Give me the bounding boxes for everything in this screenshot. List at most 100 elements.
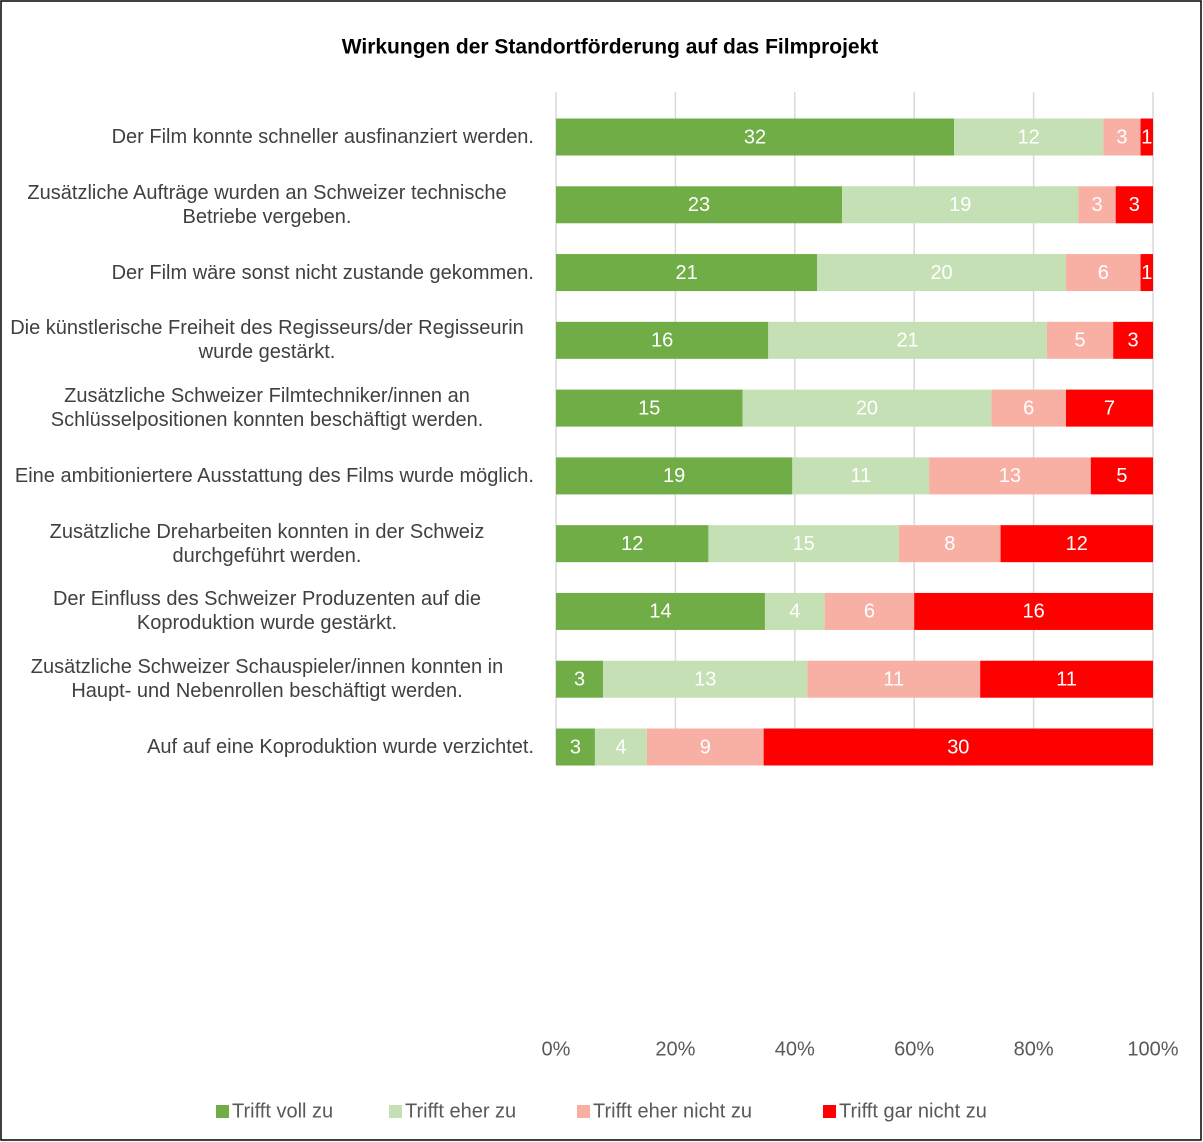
x-tick-label: 20% (655, 1038, 695, 1060)
bar-segment (603, 660, 808, 698)
x-tick-label: 100% (1127, 1038, 1178, 1060)
category-text: Eine ambitioniertere Ausstattung des Fil… (14, 464, 534, 487)
category-text: Zusätzliche Dreharbeiten konnten in der … (49, 520, 485, 567)
legend-swatch (577, 1105, 590, 1118)
data-label: 3 (1091, 194, 1102, 216)
data-label: 12 (1066, 533, 1088, 555)
data-label: 3 (1129, 194, 1140, 216)
data-label: 14 (649, 601, 671, 623)
y-tick-label: Zusätzliche Schweizer Schauspieler/innen… (0, 639, 534, 719)
bar-segment (1046, 321, 1114, 359)
bar-segment (594, 728, 647, 766)
bar-segment (792, 457, 930, 495)
data-label: 3 (1116, 126, 1127, 148)
data-label: 3 (1128, 330, 1139, 352)
data-label: 12 (621, 533, 643, 555)
category-text: Der Film wäre sonst nicht zustande gekom… (111, 261, 534, 284)
data-label: 11 (883, 669, 904, 691)
legend-swatch (823, 1105, 836, 1118)
legend-swatch (389, 1105, 402, 1118)
bar-segment (1113, 321, 1153, 359)
data-label: 19 (663, 465, 685, 487)
data-label: 3 (570, 736, 581, 758)
data-label: 9 (700, 736, 711, 758)
category-text: Die künstlerische Freiheit des Regisseur… (10, 317, 524, 364)
bar-segment (556, 728, 595, 766)
data-label: 7 (1104, 397, 1115, 419)
data-label: 6 (1023, 397, 1034, 419)
bar-segment (742, 389, 992, 427)
x-tick-label: 60% (894, 1038, 934, 1060)
data-label: 8 (944, 533, 955, 555)
bar-segment (914, 592, 1153, 630)
bar-segment (898, 525, 1001, 563)
bar-segment (1140, 254, 1153, 292)
data-label: 21 (896, 330, 918, 352)
x-tick-label: 0% (542, 1038, 571, 1060)
y-tick-label: Zusätzliche Schweizer Filmtechniker/inne… (0, 368, 534, 448)
bar-segment (556, 389, 743, 427)
y-tick-label: Eine ambitioniertere Ausstattung des Fil… (0, 436, 534, 516)
legend-label: Trifft eher zu (405, 1100, 516, 1122)
data-label: 12 (1018, 126, 1040, 148)
data-label: 13 (694, 669, 716, 691)
bar-segment (1103, 118, 1141, 156)
bar-segment (764, 592, 825, 630)
x-tick-label: 80% (1014, 1038, 1054, 1060)
x-tick-label: 40% (775, 1038, 815, 1060)
data-label: 4 (615, 736, 626, 758)
y-tick-label: Zusätzliche Aufträge wurden an Schweizer… (0, 165, 534, 245)
data-label: 30 (947, 736, 969, 758)
data-label: 23 (688, 194, 710, 216)
bar-segment (556, 660, 604, 698)
category-text: Zusätzliche Aufträge wurden an Schweizer… (27, 181, 507, 228)
category-text: Zusätzliche Schweizer Schauspieler/innen… (30, 656, 504, 703)
data-label: 16 (1022, 601, 1044, 623)
y-tick-label: Der Film konnte schneller ausfinanziert … (0, 97, 534, 177)
data-label: 21 (675, 262, 697, 284)
bar-segment (1000, 525, 1153, 563)
data-label: 13 (999, 465, 1021, 487)
bar-segment (1115, 186, 1153, 224)
data-label: 6 (1098, 262, 1109, 284)
bar-segment (817, 254, 1066, 292)
y-tick-label: Der Einfluss des Schweizer Produzenten a… (0, 571, 534, 651)
bar-segment (1140, 118, 1153, 156)
bar-segment (1090, 457, 1153, 495)
bar-segment (842, 186, 1079, 224)
data-label: 3 (574, 669, 585, 691)
bar-segment (556, 457, 793, 495)
bar-segment (954, 118, 1104, 156)
bar-segment (556, 525, 709, 563)
y-tick-label: Zusätzliche Dreharbeiten konnten in der … (0, 504, 534, 584)
data-label: 16 (651, 330, 673, 352)
y-tick-label: Auf auf eine Koproduktion wurde verzicht… (0, 707, 534, 787)
bar-segment (763, 728, 1153, 766)
bar-segment (1078, 186, 1116, 224)
data-label: 4 (789, 601, 800, 623)
bar-segment (556, 118, 954, 156)
category-text: Der Film konnte schneller ausfinanziert … (111, 126, 534, 148)
y-tick-label: Der Film wäre sonst nicht zustande gekom… (0, 233, 534, 313)
data-label: 20 (930, 262, 952, 284)
data-label: 6 (864, 601, 875, 623)
data-label: 15 (638, 397, 660, 419)
data-label: 5 (1074, 330, 1085, 352)
bar-segment (807, 660, 981, 698)
bar-segment (556, 321, 769, 359)
category-text: Zusätzliche Schweizer Filmtechniker/inne… (50, 385, 484, 432)
bar-segment (1065, 254, 1141, 292)
legend-label: Trifft voll zu (232, 1100, 333, 1122)
data-label: 20 (856, 397, 878, 419)
data-label: 1 (1141, 126, 1152, 148)
bar-segment (768, 321, 1047, 359)
bar-segment (991, 389, 1066, 427)
data-label: 11 (850, 465, 871, 487)
data-label: 19 (949, 194, 971, 216)
bar-segment (556, 186, 843, 224)
bar-segment (708, 525, 899, 563)
bar-segment (929, 457, 1091, 495)
bar-segment (1065, 389, 1153, 427)
